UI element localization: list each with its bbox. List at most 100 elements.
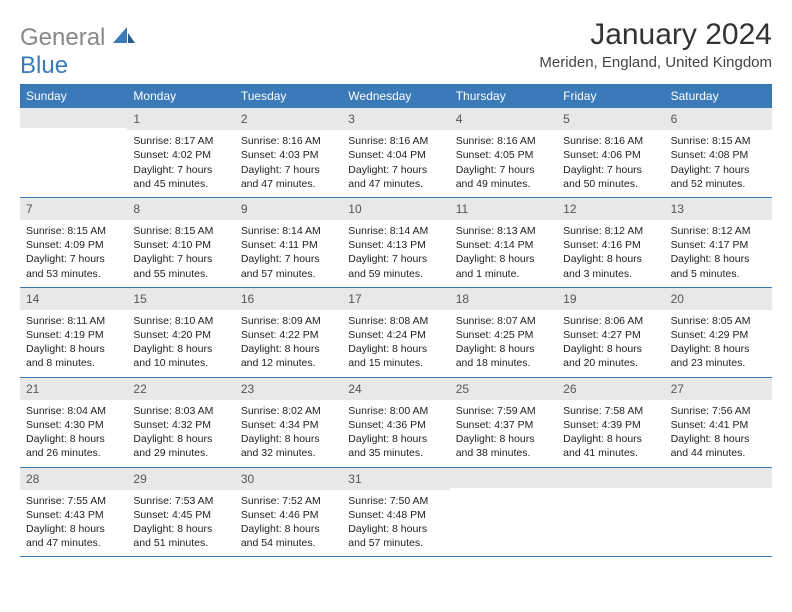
day-number: 25 bbox=[450, 378, 557, 400]
cell-line: Sunset: 4:22 PM bbox=[241, 328, 336, 342]
day-number: 5 bbox=[557, 108, 664, 130]
day-number: 22 bbox=[127, 378, 234, 400]
cell-line: and 8 minutes. bbox=[26, 356, 121, 370]
cell-line: and 47 minutes. bbox=[26, 536, 121, 550]
calendar-cell: 10Sunrise: 8:14 AMSunset: 4:13 PMDayligh… bbox=[342, 198, 449, 287]
calendar-cell: 25Sunrise: 7:59 AMSunset: 4:37 PMDayligh… bbox=[450, 378, 557, 467]
cell-line: Daylight: 8 hours bbox=[241, 432, 336, 446]
cell-line: and 15 minutes. bbox=[348, 356, 443, 370]
logo-sail-icon bbox=[113, 25, 135, 43]
day-number bbox=[557, 468, 664, 488]
day-number: 14 bbox=[20, 288, 127, 310]
day-number: 3 bbox=[342, 108, 449, 130]
cell-line: and 57 minutes. bbox=[348, 536, 443, 550]
cell-line: Sunrise: 8:16 AM bbox=[456, 134, 551, 148]
cell-line: and 29 minutes. bbox=[133, 446, 228, 460]
logo-text-gray: General bbox=[20, 24, 105, 51]
calendar-cell: 13Sunrise: 8:12 AMSunset: 4:17 PMDayligh… bbox=[665, 198, 772, 287]
cell-line: Daylight: 7 hours bbox=[348, 252, 443, 266]
cell-line: Sunrise: 8:11 AM bbox=[26, 314, 121, 328]
cell-line: Sunset: 4:04 PM bbox=[348, 148, 443, 162]
weekday-header: Monday bbox=[127, 84, 234, 108]
cell-line: Sunrise: 8:02 AM bbox=[241, 404, 336, 418]
cell-line: Sunset: 4:46 PM bbox=[241, 508, 336, 522]
cell-line: Sunset: 4:36 PM bbox=[348, 418, 443, 432]
day-number: 30 bbox=[235, 468, 342, 490]
cell-line: Sunrise: 8:04 AM bbox=[26, 404, 121, 418]
cell-line: Sunrise: 8:17 AM bbox=[133, 134, 228, 148]
cell-line: and 35 minutes. bbox=[348, 446, 443, 460]
day-number: 24 bbox=[342, 378, 449, 400]
calendar-cell: 29Sunrise: 7:53 AMSunset: 4:45 PMDayligh… bbox=[127, 468, 234, 557]
day-number: 15 bbox=[127, 288, 234, 310]
cell-line: Daylight: 8 hours bbox=[671, 432, 766, 446]
cell-line: and 41 minutes. bbox=[563, 446, 658, 460]
weekday-header: Tuesday bbox=[235, 84, 342, 108]
cell-line: and 5 minutes. bbox=[671, 267, 766, 281]
cell-line: Sunrise: 8:16 AM bbox=[563, 134, 658, 148]
calendar-body: 1Sunrise: 8:17 AMSunset: 4:02 PMDaylight… bbox=[20, 108, 772, 557]
cell-line: Daylight: 8 hours bbox=[133, 522, 228, 536]
cell-line: and 1 minute. bbox=[456, 267, 551, 281]
cell-line: Daylight: 8 hours bbox=[563, 252, 658, 266]
cell-line: Sunset: 4:34 PM bbox=[241, 418, 336, 432]
cell-line: and 10 minutes. bbox=[133, 356, 228, 370]
calendar-cell: 8Sunrise: 8:15 AMSunset: 4:10 PMDaylight… bbox=[127, 198, 234, 287]
cell-line: Daylight: 7 hours bbox=[133, 252, 228, 266]
cell-line: Daylight: 8 hours bbox=[671, 252, 766, 266]
cell-line: Sunrise: 8:00 AM bbox=[348, 404, 443, 418]
cell-line: Daylight: 8 hours bbox=[456, 252, 551, 266]
calendar-cell: 3Sunrise: 8:16 AMSunset: 4:04 PMDaylight… bbox=[342, 108, 449, 197]
cell-line: Sunrise: 7:56 AM bbox=[671, 404, 766, 418]
cell-line: Sunset: 4:14 PM bbox=[456, 238, 551, 252]
day-number: 4 bbox=[450, 108, 557, 130]
calendar-cell: 15Sunrise: 8:10 AMSunset: 4:20 PMDayligh… bbox=[127, 288, 234, 377]
cell-line: Daylight: 8 hours bbox=[133, 342, 228, 356]
cell-line: and 51 minutes. bbox=[133, 536, 228, 550]
cell-line: Sunset: 4:09 PM bbox=[26, 238, 121, 252]
cell-line: Sunset: 4:41 PM bbox=[671, 418, 766, 432]
cell-line: Sunset: 4:19 PM bbox=[26, 328, 121, 342]
calendar-cell: 21Sunrise: 8:04 AMSunset: 4:30 PMDayligh… bbox=[20, 378, 127, 467]
cell-line: Sunset: 4:11 PM bbox=[241, 238, 336, 252]
cell-line: Daylight: 7 hours bbox=[563, 163, 658, 177]
calendar-cell: 31Sunrise: 7:50 AMSunset: 4:48 PMDayligh… bbox=[342, 468, 449, 557]
logo: General Blue bbox=[20, 18, 135, 80]
day-number: 18 bbox=[450, 288, 557, 310]
cell-line: Sunset: 4:10 PM bbox=[133, 238, 228, 252]
calendar-cell: 14Sunrise: 8:11 AMSunset: 4:19 PMDayligh… bbox=[20, 288, 127, 377]
cell-line: Sunrise: 8:15 AM bbox=[671, 134, 766, 148]
cell-line: Sunrise: 8:12 AM bbox=[671, 224, 766, 238]
calendar-cell: 11Sunrise: 8:13 AMSunset: 4:14 PMDayligh… bbox=[450, 198, 557, 287]
weekday-header: Thursday bbox=[450, 84, 557, 108]
calendar-cell: 23 Sunrise: 8:02 AMSunset: 4:34 PMDayligh… bbox=[235, 378, 342, 467]
day-number: 23 bbox=[235, 378, 342, 400]
cell-line: and 53 minutes. bbox=[26, 267, 121, 281]
cell-line: Sunrise: 8:16 AM bbox=[348, 134, 443, 148]
calendar-cell: 1Sunrise: 8:17 AMSunset: 4:02 PMDaylight… bbox=[127, 108, 234, 197]
cell-line: Sunrise: 8:12 AM bbox=[563, 224, 658, 238]
cell-line: Sunset: 4:20 PM bbox=[133, 328, 228, 342]
day-number: 19 bbox=[557, 288, 664, 310]
cell-line: Sunrise: 8:09 AM bbox=[241, 314, 336, 328]
cell-line: Sunset: 4:08 PM bbox=[671, 148, 766, 162]
cell-line: Daylight: 8 hours bbox=[241, 342, 336, 356]
cell-line: Sunset: 4:16 PM bbox=[563, 238, 658, 252]
cell-line: Sunrise: 8:06 AM bbox=[563, 314, 658, 328]
calendar-cell: 19Sunrise: 8:06 AMSunset: 4:27 PMDayligh… bbox=[557, 288, 664, 377]
cell-line: Sunrise: 8:14 AM bbox=[241, 224, 336, 238]
cell-line: Sunset: 4:45 PM bbox=[133, 508, 228, 522]
cell-line: and 26 minutes. bbox=[26, 446, 121, 460]
weekday-header: Wednesday bbox=[342, 84, 449, 108]
calendar-cell: 26Sunrise: 7:58 AMSunset: 4:39 PMDayligh… bbox=[557, 378, 664, 467]
cell-line: and 47 minutes. bbox=[241, 177, 336, 191]
day-number: 10 bbox=[342, 198, 449, 220]
day-number: 8 bbox=[127, 198, 234, 220]
cell-line: Sunrise: 8:07 AM bbox=[456, 314, 551, 328]
calendar-cell: 7Sunrise: 8:15 AMSunset: 4:09 PMDaylight… bbox=[20, 198, 127, 287]
calendar-week-row: 21Sunrise: 8:04 AMSunset: 4:30 PMDayligh… bbox=[20, 378, 772, 468]
logo-text-blue: Blue bbox=[20, 52, 68, 79]
day-number: 6 bbox=[665, 108, 772, 130]
cell-line: and 20 minutes. bbox=[563, 356, 658, 370]
day-number: 29 bbox=[127, 468, 234, 490]
